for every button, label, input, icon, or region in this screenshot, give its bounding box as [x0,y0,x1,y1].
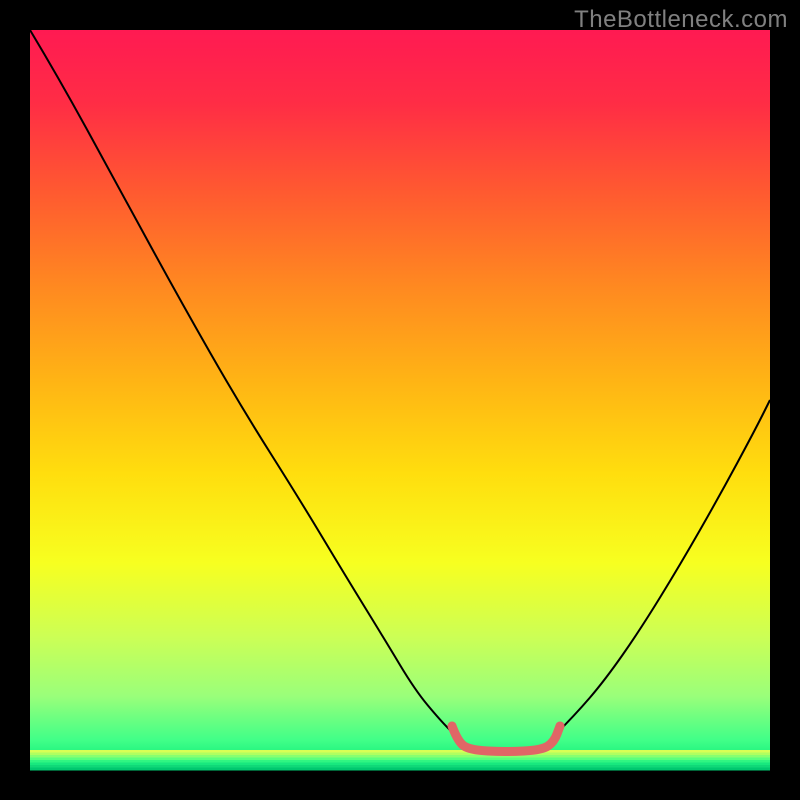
bottom-stripes [30,750,770,771]
watermark-text: TheBottleneck.com [574,6,788,34]
chart-svg [0,0,800,800]
bottleneck-chart: TheBottleneck.com [0,0,800,800]
plot-area [30,30,770,770]
